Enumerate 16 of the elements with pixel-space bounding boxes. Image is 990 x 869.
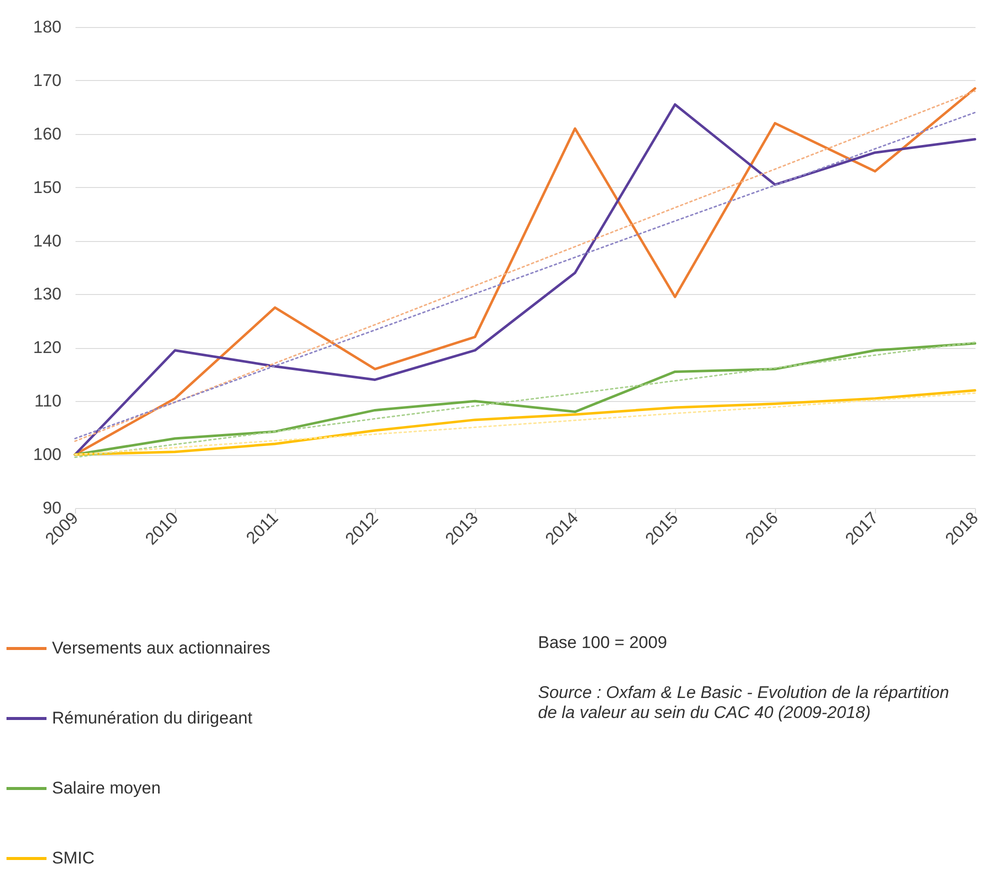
y-tick-label: 90	[42, 498, 62, 518]
y-tick-label: 180	[33, 18, 62, 36]
y-tick-label: 110	[34, 392, 62, 411]
legend-label: SMIC	[52, 848, 94, 868]
y-tick-label: 150	[33, 178, 62, 197]
legend-label: Rémunération du dirigeant	[52, 708, 253, 728]
legend-label: Salaire moyen	[52, 778, 161, 798]
y-tick-label: 140	[33, 231, 62, 250]
legend-label: Versements aux actionnaires	[52, 638, 270, 658]
y-tick-label: 130	[33, 284, 62, 304]
y-tick-label: 100	[33, 445, 62, 464]
y-tick-label: 160	[33, 124, 62, 144]
y-tick-label: 170	[33, 70, 62, 90]
y-tick-label: 120	[33, 338, 62, 358]
source-note: Source : Oxfam & Le Basic - Evolution de la répartition de la valeur au sein du CAC 40 (2009-2018)	[538, 683, 950, 723]
text: Base 100 = 2009	[538, 633, 668, 653]
